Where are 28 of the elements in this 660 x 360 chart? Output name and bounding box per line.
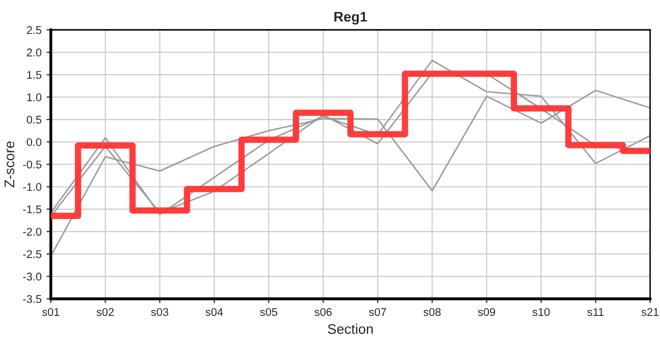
x-tick-label: s11 — [587, 308, 604, 316]
y-tick-label: 1.0 — [27, 93, 42, 102]
y-tick-label: -0.5 — [23, 160, 42, 168]
x-tick-label: s09 — [478, 308, 496, 316]
x-tick-label: s02 — [96, 308, 114, 316]
y-tick-label: 0.5 — [26, 116, 42, 124]
y-tick-label: -3.5 — [23, 295, 42, 303]
y-tick-label: 0.0 — [26, 138, 42, 146]
y-tick-label: -2.5 — [23, 250, 42, 258]
y-tick-label: -1.0 — [23, 183, 42, 191]
x-tick-label: s10 — [532, 308, 550, 316]
y-tick-label: -1.5 — [23, 206, 42, 214]
x-tick-label: s04 — [206, 308, 223, 316]
y-tick-label: 2.5 — [26, 26, 42, 34]
x-tick-label: s21 — [641, 308, 659, 316]
y-tick-label: 1.5 — [27, 71, 42, 79]
x-tick-label: s03 — [151, 308, 168, 316]
y-axis-title: Z-score — [4, 141, 14, 188]
y-tick-label: -2.0 — [23, 228, 42, 236]
x-tick-label: s07 — [369, 308, 386, 316]
y-tick-label: -3.0 — [23, 272, 42, 281]
y-tick-label: 2.0 — [26, 48, 42, 56]
x-tick-label: s08 — [424, 308, 441, 316]
chart-title: Reg1 — [334, 12, 368, 24]
x-axis-title: Section — [328, 324, 373, 334]
x-tick-label: s05 — [260, 308, 278, 316]
x-tick-label: s01 — [42, 308, 60, 316]
x-tick-label: s06 — [314, 308, 332, 316]
